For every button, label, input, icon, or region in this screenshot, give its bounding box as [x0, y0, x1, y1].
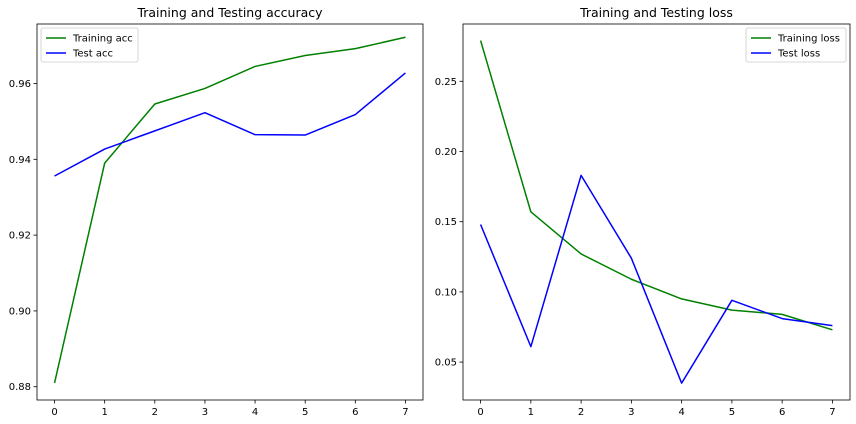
chart-title: Training and Testing loss	[579, 5, 733, 20]
accuracy-chart: Training and Testing accuracy 0 1 2 3 4 5 6 7 0.8…	[9, 5, 424, 418]
x-tick-label: 4	[252, 407, 258, 418]
legend-label: Training acc	[72, 34, 133, 45]
x-tick-label: 5	[302, 407, 308, 418]
loss-chart: Training and Testing loss 0 1 2 3 4 5 6 7 0.05 0.1…	[435, 5, 851, 418]
x-tick-label: 3	[628, 407, 634, 418]
x-tick-label: 4	[678, 407, 684, 418]
legend-label: Test loss	[777, 49, 820, 60]
y-tick-label: 0.92	[9, 231, 31, 242]
x-tick-label: 1	[528, 407, 534, 418]
x-tick-label: 6	[352, 407, 358, 418]
x-tick-label: 1	[101, 407, 107, 418]
y-tick-label: 0.10	[435, 287, 457, 298]
y-tick-label: 0.94	[9, 155, 31, 166]
legend-label: Test acc	[72, 49, 113, 60]
legend: Training loss Test loss	[745, 27, 847, 63]
series-line-test-acc	[54, 72, 406, 177]
legend: Training acc Test acc	[40, 27, 139, 63]
chart-title: Training and Testing accuracy	[136, 5, 323, 20]
x-tick-label: 0	[51, 407, 57, 418]
y-tick-label: 0.15	[435, 217, 457, 228]
series-line-test-loss	[479, 174, 833, 384]
y-tick-label: 0.96	[9, 79, 31, 90]
x-tick-label: 6	[779, 407, 785, 418]
x-tick-label: 2	[152, 407, 158, 418]
x-tick-label: 2	[578, 407, 584, 418]
x-tick-label: 7	[402, 407, 408, 418]
y-tick-label: 0.88	[9, 382, 31, 393]
x-tick-label: 7	[829, 407, 835, 418]
y-tick-label: 0.20	[435, 147, 457, 158]
x-tick-label: 3	[202, 407, 208, 418]
legend-label: Training loss	[777, 34, 840, 45]
y-tick-label: 0.05	[435, 358, 457, 369]
x-tick-label: 0	[477, 407, 483, 418]
y-tick-label: 0.25	[435, 77, 457, 88]
y-tick-label: 0.90	[9, 306, 31, 317]
plot-frame	[462, 23, 851, 401]
series-line-training-loss	[479, 40, 833, 331]
series-line-training-acc	[53, 36, 406, 384]
x-tick-label: 5	[729, 407, 735, 418]
plot-frame	[36, 23, 424, 401]
